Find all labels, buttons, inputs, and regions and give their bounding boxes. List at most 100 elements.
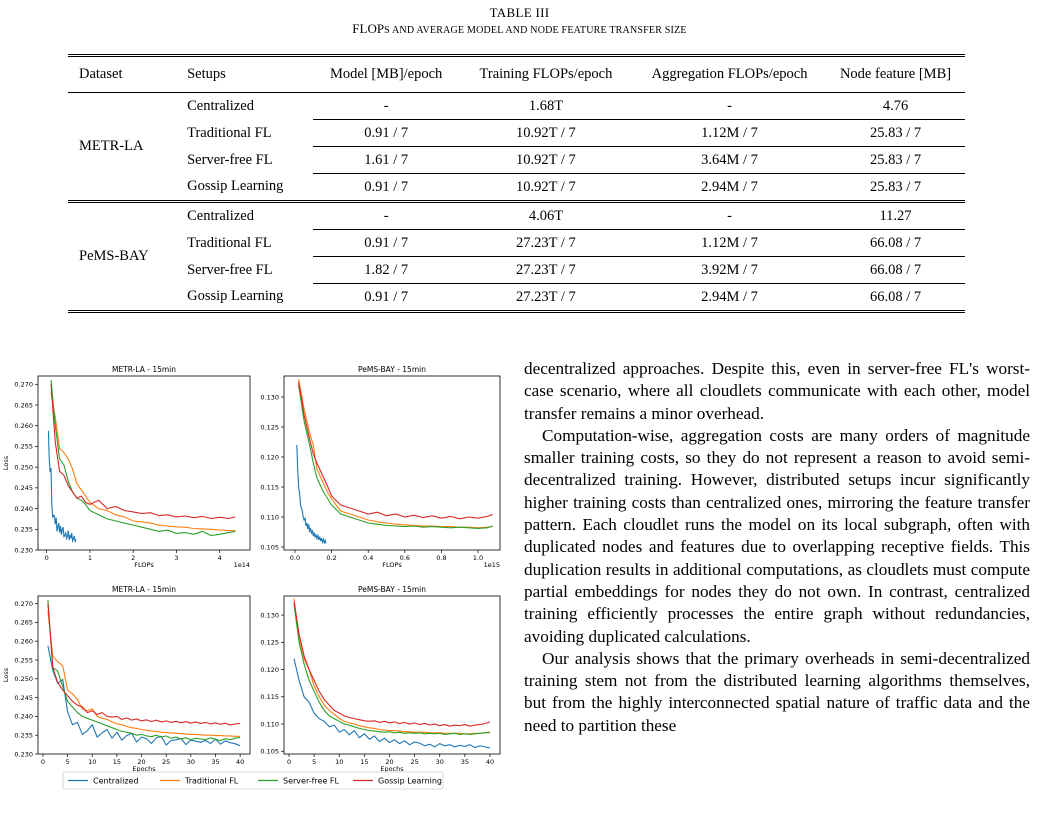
chart-panel: METR-LA - 15min 0 5 10 15 20 25 30 35 40 0.230 0.23…: [2, 585, 251, 773]
training-cell: 10.92T / 7: [458, 146, 634, 174]
series-line: [298, 384, 493, 529]
training-cell: 27.23T / 7: [458, 256, 634, 284]
y-tick-label: 0.110: [260, 513, 279, 521]
setup-cell: Centralized: [187, 207, 254, 224]
x-tick-label: 0.0: [290, 554, 300, 562]
x-tick-label: 25: [410, 758, 418, 766]
table-caption: FLOPs and average model and node feature…: [0, 21, 1039, 37]
x-tick-label: 20: [385, 758, 393, 766]
x-axis-label: Epochs: [380, 765, 404, 773]
node-cell: 66.08 / 7: [826, 283, 965, 313]
body-paragraph: Our analysis shows that the primary over…: [524, 648, 1030, 735]
chart-title: PeMS-BAY - 15min: [358, 365, 426, 374]
training-cell: 10.92T / 7: [458, 173, 634, 203]
legend-label: Centralized: [93, 777, 139, 786]
header-aggregation: Aggregation FLOPs/epoch: [633, 54, 827, 93]
plot-frame: [37, 595, 251, 755]
header-training: Training FLOPs/epoch: [458, 54, 634, 93]
table-label: TABLE III: [489, 5, 550, 20]
y-tick-label: 0.265: [14, 619, 33, 627]
body-text: decentralized approaches. Despite this, …: [524, 358, 1030, 737]
y-tick-label: 0.255: [14, 443, 33, 451]
x-tick-label: 30: [187, 758, 195, 766]
model-cell: 0.91 / 7: [313, 283, 459, 313]
y-tick-label: 0.240: [14, 505, 33, 513]
y-tick-label: 0.245: [14, 484, 33, 492]
y-tick-label: 0.250: [14, 675, 33, 683]
table-row: Server-free FL 1.82 / 7 27.23T / 7 3.92M…: [68, 256, 965, 284]
x-tick-label: 1: [88, 554, 92, 562]
dataset-cell: METR-LA: [68, 92, 188, 203]
y-tick-label: 0.235: [14, 526, 33, 534]
training-cell: 4.06T: [458, 201, 634, 230]
y-tick-label: 0.110: [260, 720, 279, 728]
legend-label: Traditional FL: [184, 777, 239, 786]
setup-cell: Server-free FL: [187, 261, 273, 278]
table-row: Traditional FL 0.91 / 7 10.92T / 7 1.12M…: [68, 119, 965, 147]
x-tick-label: 35: [211, 758, 219, 766]
header-node-feature: Node feature [MB]: [826, 54, 965, 93]
y-tick-label: 0.265: [14, 401, 33, 409]
aggregation-cell: -: [633, 92, 827, 120]
x-tick-label: 35: [461, 758, 469, 766]
table-row: PeMS-BAY Centralized - 4.06T - 11.27: [68, 201, 965, 313]
model-cell: -: [313, 92, 459, 120]
x-tick-label: 0.2: [326, 554, 336, 562]
series-line: [293, 598, 490, 735]
table-row: Traditional FL 0.91 / 7 27.23T / 7 1.12M…: [68, 229, 965, 257]
aggregation-cell: 1.12M / 7: [633, 229, 827, 257]
series-line: [293, 658, 491, 749]
aggregation-cell: -: [633, 201, 827, 230]
chart-panel: PeMS-BAY - 15min 0.0 0.2 0.4 0.6 0.8 1.0 0.105 0…: [260, 365, 501, 569]
results-table: Dataset Setups Model [MB]/epoch Training…: [68, 54, 965, 313]
aggregation-cell: 2.94M / 7: [633, 283, 827, 313]
legend-box: [62, 771, 444, 790]
model-cell: 0.91 / 7: [313, 229, 459, 257]
series-line: [298, 378, 493, 529]
series-line: [50, 384, 236, 520]
chart-title: PeMS-BAY - 15min: [358, 585, 426, 594]
body-paragraph: decentralized approaches. Despite this, …: [524, 359, 1030, 423]
y-axis-label: Loss: [2, 667, 10, 682]
series-line: [293, 601, 491, 727]
x-tick-label: 30: [436, 758, 444, 766]
y-tick-label: 0.235: [14, 731, 33, 739]
x-tick-label: 5: [312, 758, 316, 766]
setup-cell: Centralized: [187, 97, 254, 114]
setup-cell: Gossip Learning: [187, 283, 314, 313]
series-line: [47, 603, 241, 726]
table-row: Gossip Learning 0.91 / 7 27.23T / 7 2.94…: [68, 283, 965, 313]
series-line: [298, 381, 493, 520]
node-cell: 25.83 / 7: [826, 173, 965, 203]
series-line: [47, 610, 241, 737]
node-cell: 25.83 / 7: [826, 119, 965, 147]
x-tick-label: 1.0: [473, 554, 483, 562]
x-tick-label: 4: [218, 554, 222, 562]
legend-label: Gossip Learning: [378, 777, 442, 786]
x-tick-label: 40: [486, 758, 494, 766]
setup-cell: Gossip Learning: [187, 173, 314, 203]
header-setups: Setups: [187, 54, 314, 93]
y-tick-label: 0.240: [14, 713, 33, 721]
x-axis-label: FLOPs: [382, 561, 402, 569]
node-cell: 66.08 / 7: [826, 229, 965, 257]
x-tick-label: 0: [41, 758, 45, 766]
chart-title: METR-LA - 15min: [112, 585, 176, 594]
x-axis-label: FLOPs: [134, 561, 154, 569]
header-model: Model [MB]/epoch: [313, 54, 459, 93]
dataset-cell: PeMS-BAY: [68, 201, 188, 313]
x-tick-label: 0.4: [363, 554, 373, 562]
y-tick-label: 0.120: [260, 666, 279, 674]
x-tick-label: 3: [174, 554, 178, 562]
header-dataset: Dataset: [68, 54, 188, 93]
aggregation-cell: 1.12M / 7: [633, 119, 827, 147]
y-tick-label: 0.250: [14, 463, 33, 471]
x-tick-label: 2: [131, 554, 135, 562]
plot-frame: [37, 375, 251, 551]
chart-panel: METR-LA - 15min 0 1 2 3 4 0.230 0.235 0.240 0.245…: [2, 365, 251, 569]
series-line: [296, 444, 327, 545]
table-row: METR-LA Centralized - 1.68T - 4.76: [68, 92, 965, 203]
node-cell: 4.76: [826, 92, 965, 120]
training-cell: 27.23T / 7: [458, 229, 634, 257]
x-offset-label: 1e15: [484, 561, 500, 569]
